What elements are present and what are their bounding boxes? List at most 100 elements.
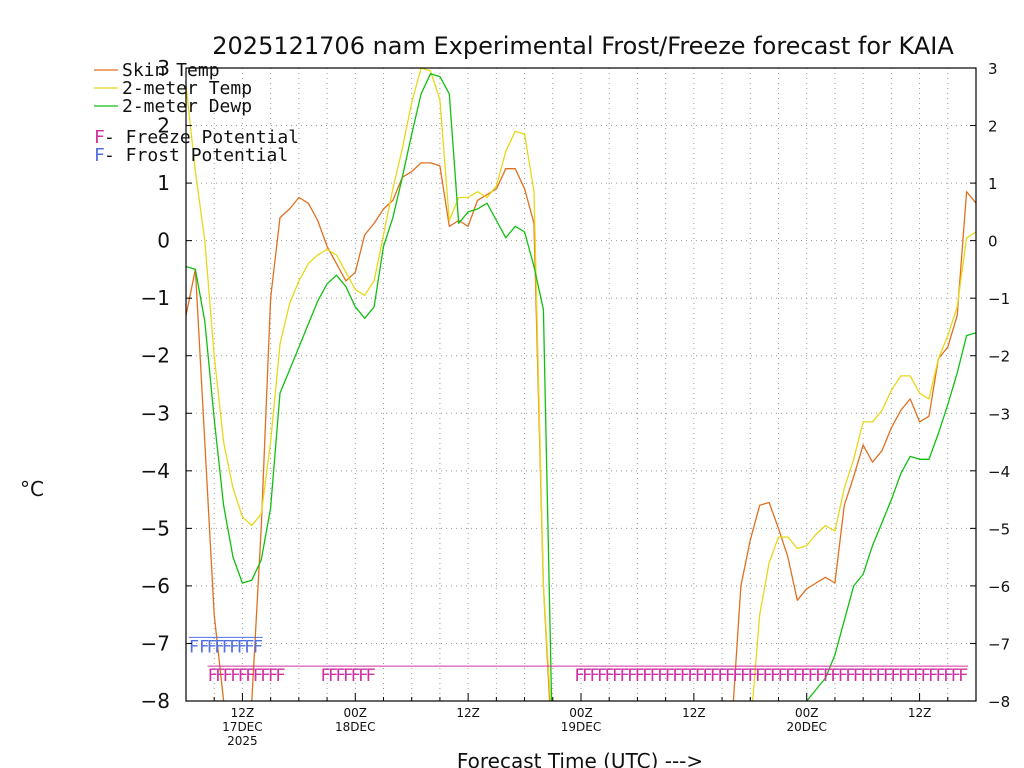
series-2-meter-dewp	[186, 73, 976, 701]
freeze-marker: F	[740, 666, 750, 686]
frost-marker: F	[199, 637, 209, 657]
y-tick-label-right: −7	[988, 635, 1010, 653]
freeze-marker: F	[366, 666, 376, 686]
freeze-marker: F	[785, 666, 795, 686]
freeze-marker: F	[695, 666, 705, 686]
freeze-marker: F	[823, 666, 833, 686]
freeze-marker: F	[778, 666, 788, 686]
freeze-marker: F	[808, 666, 818, 686]
freeze-marker: F	[793, 666, 803, 686]
freeze-marker: F	[951, 666, 961, 686]
freeze-marker: F	[245, 666, 255, 686]
y-tick-label-right: −1	[988, 290, 1010, 308]
freeze-marker: F	[336, 666, 346, 686]
x-tick-date: 19DEC	[561, 720, 601, 734]
freeze-marker: F	[597, 666, 607, 686]
freeze-marker: F	[868, 666, 878, 686]
y-tick-label: −5	[141, 516, 170, 540]
y-tick-label-right: −3	[988, 405, 1010, 423]
freeze-marker: F	[208, 666, 218, 686]
chart-title: 2025121706 nam Experimental Frost/Freeze…	[212, 32, 954, 60]
x-tick-hour: 12Z	[231, 706, 255, 720]
freeze-marker: F	[958, 666, 968, 686]
freeze-marker: F	[275, 666, 285, 686]
y-axis-label: °C	[20, 477, 44, 501]
freeze-marker: F	[725, 666, 735, 686]
legend-marker-text: - Frost Potential	[104, 145, 288, 166]
freeze-marker: F	[883, 666, 893, 686]
freeze-marker: F	[898, 666, 908, 686]
freeze-marker: F	[921, 666, 931, 686]
y-tick-label-right: 1	[988, 175, 998, 193]
freeze-marker: F	[253, 666, 263, 686]
freeze-marker: F	[687, 666, 697, 686]
y-tick-label: 0	[157, 229, 170, 253]
freeze-marker: F	[763, 666, 773, 686]
freeze-marker: F	[755, 666, 765, 686]
frost-marker: F	[237, 637, 247, 657]
y-tick-label-right: −6	[988, 578, 1010, 596]
x-tick-hour: 12Z	[456, 706, 480, 720]
grid-lines	[186, 68, 976, 701]
y-tick-label: −7	[141, 631, 170, 655]
freeze-marker: F	[800, 666, 810, 686]
freeze-marker: F	[845, 666, 855, 686]
y-tick-label: −1	[141, 286, 170, 310]
y-tick-label-right: −8	[988, 693, 1010, 711]
freeze-marker: F	[710, 666, 720, 686]
y-tick-label-right: −4	[988, 463, 1010, 481]
y-tick-label: −3	[141, 401, 170, 425]
freeze-marker: F	[830, 666, 840, 686]
y-axis-ticks: 3 3 2 2 1 1 0 0 −1 −1 −2 −2 −3 −3 −4 −4 −5 −5 −6 −6 −7 −7 −8 −8	[141, 56, 1011, 713]
freeze-marker: F	[770, 666, 780, 686]
x-tick-date: 17DEC	[222, 720, 262, 734]
y-tick-label-right: 3	[988, 60, 998, 78]
x-tick-hour: 12Z	[908, 706, 932, 720]
freeze-marker: F	[589, 666, 599, 686]
x-tick-hour: 00Z	[569, 706, 593, 720]
freeze-marker: F	[936, 666, 946, 686]
freeze-marker: F	[351, 666, 361, 686]
x-tick-date: 20DEC	[786, 720, 826, 734]
y-tick-label: −4	[141, 459, 170, 483]
series-skin-temp	[186, 162, 976, 701]
y-tick-label: 3	[157, 56, 170, 80]
y-tick-label-right: −2	[988, 348, 1010, 366]
frost-marker: F	[229, 637, 239, 657]
freeze-marker: F	[838, 666, 848, 686]
x-tick-hour: 00Z	[795, 706, 819, 720]
freeze-marker: F	[657, 666, 667, 686]
x-axis-label: Forecast Time (UTC) --->	[457, 749, 703, 768]
y-tick-label-right: 2	[988, 118, 998, 136]
y-tick-label: −6	[141, 574, 170, 598]
freeze-marker: F	[860, 666, 870, 686]
freeze-marker: F	[665, 666, 675, 686]
freeze-marker: F	[890, 666, 900, 686]
x-tick-hour: 12Z	[682, 706, 706, 720]
freeze-marker: F	[672, 666, 682, 686]
freeze-marker: F	[582, 666, 592, 686]
plot-frame	[185, 67, 977, 702]
freeze-marker: F	[853, 666, 863, 686]
frost-marker: F	[189, 637, 199, 657]
freeze-marker: F	[574, 666, 584, 686]
series-2-meter-temp	[186, 68, 976, 701]
y-tick-label: 1	[157, 171, 170, 195]
freeze-marker: F	[747, 666, 757, 686]
freeze-marker: F	[238, 666, 248, 686]
legend-entry: 2-meter Dewp	[122, 96, 252, 117]
y-tick-label: −2	[141, 344, 170, 368]
legend-marker-text: - Freeze Potential	[104, 127, 299, 148]
freeze-marker: F	[717, 666, 727, 686]
x-tick-hour: 00Z	[344, 706, 368, 720]
x-tick-date: 18DEC	[335, 720, 375, 734]
freeze-marker: F	[650, 666, 660, 686]
freeze-marker: F	[815, 666, 825, 686]
freeze-marker: F	[223, 666, 233, 686]
freeze-marker: F	[905, 666, 915, 686]
freeze-marker: F	[635, 666, 645, 686]
